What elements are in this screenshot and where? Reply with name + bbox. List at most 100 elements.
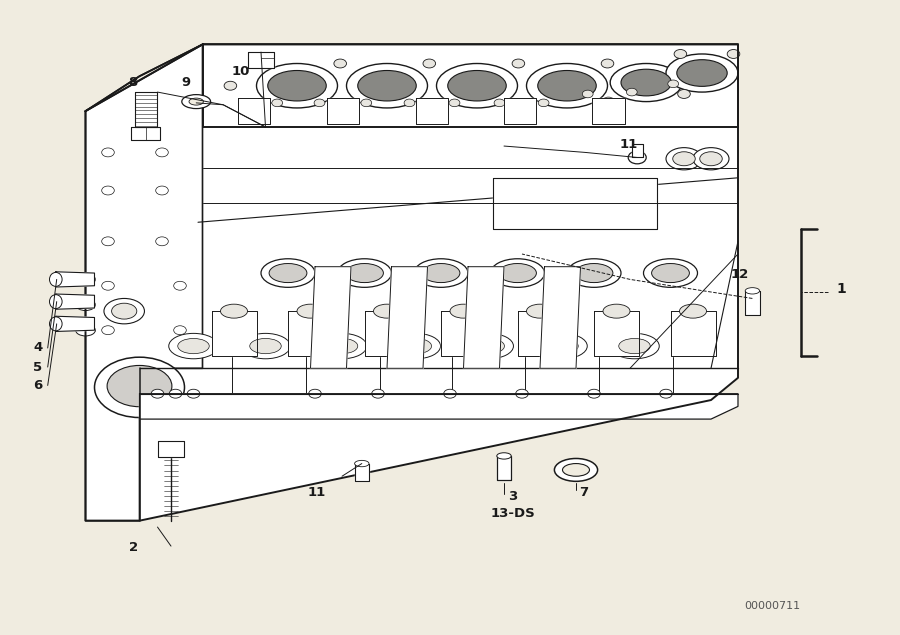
Ellipse shape bbox=[680, 304, 706, 318]
Ellipse shape bbox=[50, 295, 62, 309]
Ellipse shape bbox=[400, 338, 432, 354]
Polygon shape bbox=[86, 44, 202, 521]
Ellipse shape bbox=[76, 324, 95, 336]
Ellipse shape bbox=[338, 258, 392, 287]
Ellipse shape bbox=[169, 333, 218, 359]
Ellipse shape bbox=[326, 338, 358, 354]
Ellipse shape bbox=[526, 64, 608, 108]
Circle shape bbox=[678, 90, 690, 98]
Polygon shape bbox=[56, 272, 94, 287]
Circle shape bbox=[449, 99, 460, 107]
Ellipse shape bbox=[491, 258, 544, 287]
Ellipse shape bbox=[554, 458, 598, 481]
Ellipse shape bbox=[189, 98, 203, 105]
Polygon shape bbox=[364, 311, 410, 356]
Text: 9: 9 bbox=[182, 76, 191, 89]
Polygon shape bbox=[464, 267, 504, 368]
Polygon shape bbox=[387, 267, 428, 368]
Text: 13-DS: 13-DS bbox=[491, 507, 536, 519]
Ellipse shape bbox=[610, 333, 659, 359]
Polygon shape bbox=[56, 294, 94, 309]
Ellipse shape bbox=[547, 338, 578, 354]
Circle shape bbox=[246, 105, 258, 114]
Ellipse shape bbox=[250, 338, 281, 354]
Polygon shape bbox=[158, 441, 184, 457]
Ellipse shape bbox=[562, 464, 590, 476]
Ellipse shape bbox=[497, 453, 511, 459]
Text: 6: 6 bbox=[33, 379, 42, 392]
Circle shape bbox=[309, 389, 321, 398]
Ellipse shape bbox=[464, 333, 513, 359]
Ellipse shape bbox=[76, 299, 95, 311]
Ellipse shape bbox=[107, 366, 172, 406]
Ellipse shape bbox=[50, 272, 62, 286]
Ellipse shape bbox=[673, 152, 695, 166]
Ellipse shape bbox=[391, 333, 441, 359]
Text: 12: 12 bbox=[731, 268, 749, 281]
Text: 10: 10 bbox=[232, 65, 250, 77]
Ellipse shape bbox=[112, 303, 137, 319]
Circle shape bbox=[727, 50, 740, 58]
Polygon shape bbox=[327, 98, 359, 124]
Circle shape bbox=[516, 389, 528, 398]
Circle shape bbox=[674, 50, 687, 58]
Ellipse shape bbox=[358, 70, 416, 101]
Circle shape bbox=[224, 81, 237, 90]
Circle shape bbox=[102, 148, 114, 157]
Ellipse shape bbox=[414, 258, 468, 287]
Circle shape bbox=[156, 148, 168, 157]
Polygon shape bbox=[594, 311, 639, 356]
Ellipse shape bbox=[220, 304, 248, 318]
Ellipse shape bbox=[619, 338, 650, 354]
Polygon shape bbox=[238, 98, 270, 124]
Circle shape bbox=[423, 59, 436, 68]
Circle shape bbox=[602, 97, 615, 106]
Circle shape bbox=[272, 99, 283, 107]
Circle shape bbox=[174, 281, 186, 290]
Text: 11: 11 bbox=[308, 486, 326, 498]
Polygon shape bbox=[135, 92, 157, 127]
Text: 3: 3 bbox=[508, 490, 518, 503]
Polygon shape bbox=[745, 291, 760, 315]
Polygon shape bbox=[518, 311, 562, 356]
Ellipse shape bbox=[269, 264, 307, 283]
Polygon shape bbox=[416, 98, 448, 124]
Circle shape bbox=[626, 88, 637, 96]
Circle shape bbox=[404, 99, 415, 107]
Ellipse shape bbox=[178, 338, 209, 354]
Ellipse shape bbox=[317, 333, 367, 359]
Circle shape bbox=[601, 59, 614, 68]
Polygon shape bbox=[56, 316, 94, 331]
Circle shape bbox=[314, 99, 325, 107]
Polygon shape bbox=[670, 311, 716, 356]
Circle shape bbox=[156, 186, 168, 195]
Circle shape bbox=[334, 59, 346, 68]
Polygon shape bbox=[212, 311, 256, 356]
Circle shape bbox=[102, 237, 114, 246]
Ellipse shape bbox=[94, 357, 184, 418]
Circle shape bbox=[660, 389, 672, 398]
Ellipse shape bbox=[652, 264, 689, 283]
Circle shape bbox=[151, 389, 164, 398]
Ellipse shape bbox=[346, 64, 428, 108]
Ellipse shape bbox=[666, 148, 702, 170]
Polygon shape bbox=[131, 127, 160, 140]
Polygon shape bbox=[140, 394, 738, 419]
Ellipse shape bbox=[700, 152, 722, 166]
Circle shape bbox=[169, 389, 182, 398]
Polygon shape bbox=[310, 267, 351, 368]
Ellipse shape bbox=[50, 317, 62, 331]
Ellipse shape bbox=[473, 338, 504, 354]
Text: 00000711: 00000711 bbox=[744, 601, 800, 612]
Circle shape bbox=[516, 105, 528, 114]
Ellipse shape bbox=[182, 95, 211, 109]
Circle shape bbox=[174, 326, 186, 335]
Ellipse shape bbox=[436, 64, 518, 108]
Ellipse shape bbox=[450, 304, 477, 318]
Ellipse shape bbox=[374, 304, 400, 318]
Circle shape bbox=[336, 105, 348, 114]
Ellipse shape bbox=[256, 64, 338, 108]
Text: 2: 2 bbox=[129, 541, 138, 554]
Text: 8: 8 bbox=[129, 76, 138, 89]
Circle shape bbox=[512, 59, 525, 68]
